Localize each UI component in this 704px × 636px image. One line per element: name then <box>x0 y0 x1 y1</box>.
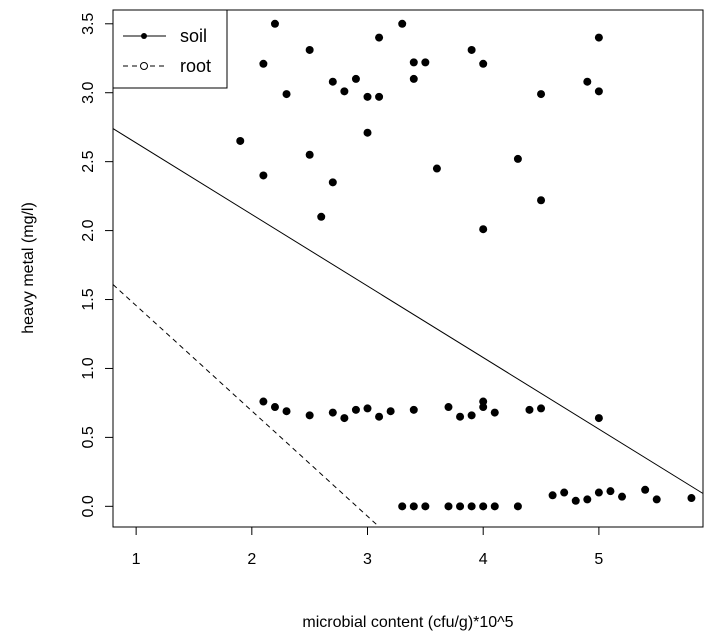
soil-point <box>305 150 314 159</box>
soil-point <box>641 485 650 494</box>
soil-point <box>398 19 407 28</box>
soil-point <box>456 502 465 511</box>
legend: soil root <box>112 9 228 89</box>
soil-point <box>525 405 534 414</box>
soil-point <box>513 154 522 163</box>
x-axis-title: microbial content (cfu/g)*10^5 <box>302 614 513 631</box>
soil-point <box>479 59 488 68</box>
soil-point <box>236 136 245 145</box>
soil-point <box>490 408 499 417</box>
soil-point <box>594 33 603 42</box>
soil-point <box>409 58 418 67</box>
soil-point <box>259 397 268 406</box>
y-axis-title: heavy metal (mg/l) <box>20 202 37 334</box>
legend-root-marker <box>140 62 148 70</box>
soil-point <box>652 495 661 504</box>
soil-point <box>375 412 384 421</box>
x-tick-label: 5 <box>594 551 603 568</box>
soil-point <box>479 403 488 412</box>
soil-point <box>340 87 349 96</box>
regression-lines <box>112 128 704 528</box>
soil-point <box>386 407 395 416</box>
soil-point <box>421 502 430 511</box>
soil-point <box>432 164 441 173</box>
soil-point <box>363 404 372 413</box>
soil-point <box>351 405 360 414</box>
soil-point <box>537 404 546 413</box>
legend-soil-marker <box>141 33 147 39</box>
soil-point <box>328 77 337 86</box>
soil-point <box>375 33 384 42</box>
soil-point <box>259 59 268 68</box>
soil-point <box>571 496 580 505</box>
soil-point <box>282 407 291 416</box>
soil-point <box>513 502 522 511</box>
soil-point <box>270 403 279 412</box>
soil-point <box>328 408 337 417</box>
soil-point <box>409 74 418 83</box>
y-tick-label: 3.0 <box>80 82 97 104</box>
soil-point <box>305 411 314 420</box>
soil-point <box>317 212 326 221</box>
soil-point <box>375 92 384 101</box>
soil-point <box>363 92 372 101</box>
soil-point <box>340 414 349 423</box>
soil-point <box>444 403 453 412</box>
soil-point <box>328 178 337 187</box>
soil-point <box>479 397 488 406</box>
soil-fit-line <box>112 128 704 494</box>
soil-point <box>305 45 314 54</box>
soil-point <box>409 405 418 414</box>
legend-root-label: root <box>180 56 211 76</box>
soil-point <box>363 128 372 137</box>
y-tick-label: 1.0 <box>80 357 97 379</box>
y-tick-label: 2.5 <box>80 150 97 172</box>
y-tick-label: 3.5 <box>80 13 97 35</box>
root-fit-line <box>112 284 380 528</box>
x-tick-label: 4 <box>479 551 488 568</box>
soil-point <box>537 196 546 205</box>
y-tick-label: 1.5 <box>80 288 97 310</box>
data-points <box>236 19 696 511</box>
soil-point <box>548 491 557 500</box>
soil-point <box>560 488 569 497</box>
soil-point <box>479 502 488 511</box>
x-tick-label: 1 <box>132 551 141 568</box>
soil-point <box>259 171 268 180</box>
soil-point <box>282 90 291 99</box>
x-tick-label: 2 <box>247 551 256 568</box>
legend-box <box>112 9 228 89</box>
soil-point <box>687 494 696 503</box>
axis-ticks: 1 2 3 4 5 0.0 0.5 1.0 1.5 2.0 2.5 3.0 3.5 <box>80 13 603 568</box>
y-tick-label: 0.0 <box>80 495 97 517</box>
soil-point <box>456 412 465 421</box>
soil-point <box>467 45 476 54</box>
y-tick-label: 2.0 <box>80 219 97 241</box>
plot-frame <box>112 9 704 528</box>
soil-point <box>421 58 430 67</box>
y-tick-label: 0.5 <box>80 426 97 448</box>
soil-point <box>398 502 407 511</box>
soil-point <box>270 19 279 28</box>
soil-point <box>594 87 603 96</box>
soil-point <box>409 502 418 511</box>
soil-point <box>618 492 627 501</box>
soil-point <box>467 502 476 511</box>
x-tick-label: 3 <box>363 551 372 568</box>
soil-point <box>467 411 476 420</box>
soil-point <box>583 495 592 504</box>
soil-point <box>537 90 546 99</box>
soil-point <box>594 414 603 423</box>
soil-point <box>594 488 603 497</box>
soil-point <box>479 225 488 234</box>
soil-point <box>490 502 499 511</box>
legend-soil-label: soil <box>180 26 207 46</box>
soil-point <box>606 487 615 496</box>
soil-point <box>583 77 592 86</box>
soil-point <box>351 74 360 83</box>
soil-point <box>444 502 453 511</box>
